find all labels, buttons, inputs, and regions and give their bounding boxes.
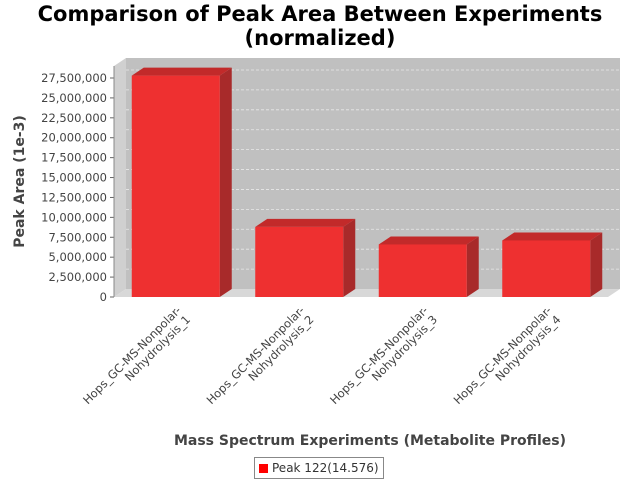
y-axis-title: Peak Area (1e-3) bbox=[12, 115, 28, 248]
x-category-label-line: Hops_GC-MS-Nonpolar- bbox=[327, 303, 431, 407]
y-tick-label: 0 bbox=[100, 290, 107, 304]
y-tick-label: 2,500,000 bbox=[48, 270, 107, 284]
chart-subtitle-line: (normalized) bbox=[244, 26, 396, 50]
legend-label: Peak 122(14.576) bbox=[272, 461, 379, 475]
bar-side bbox=[590, 232, 603, 297]
x-category-label: Hops_GC-MS-Nonpolar-Nohydrolysis_1 bbox=[80, 303, 193, 407]
y-tick-label: 7,500,000 bbox=[48, 230, 107, 244]
x-category-label: Hops_GC-MS-Nonpolar-Nohydrolysis_4 bbox=[451, 303, 564, 407]
bar bbox=[378, 244, 467, 297]
y-tick-label: 22,500,000 bbox=[41, 111, 107, 125]
y-tick-label: 10,000,000 bbox=[41, 210, 107, 224]
x-category-label-line: Hops_GC-MS-Nonpolar- bbox=[204, 303, 308, 407]
y-tick-label: 15,000,000 bbox=[41, 171, 107, 185]
plot-floor bbox=[114, 289, 620, 297]
plot-back-wall bbox=[126, 58, 620, 289]
y-tick-label: 17,500,000 bbox=[41, 151, 107, 165]
y-tick-label: 25,000,000 bbox=[41, 91, 107, 105]
y-tick-label: 20,000,000 bbox=[41, 131, 107, 145]
bar-top bbox=[131, 67, 232, 76]
x-category-label-line: Hops_GC-MS-Nonpolar- bbox=[80, 303, 184, 407]
bar-side bbox=[219, 67, 232, 298]
chart-title-line: Comparison of Peak Area Between Experime… bbox=[37, 2, 603, 26]
x-category-label: Hops_GC-MS-Nonpolar-Nohydrolysis_2 bbox=[204, 303, 317, 407]
y-tick-label: 27,500,000 bbox=[41, 71, 107, 85]
legend-swatch bbox=[259, 463, 268, 473]
bar-top bbox=[378, 236, 479, 245]
x-category-label: Hops_GC-MS-Nonpolar-Nohydrolysis_3 bbox=[327, 303, 440, 407]
bar-side bbox=[343, 218, 356, 297]
x-category-label-line: Hops_GC-MS-Nonpolar- bbox=[451, 303, 555, 407]
y-tick-label: 12,500,000 bbox=[41, 190, 107, 204]
bar bbox=[255, 226, 344, 297]
bar bbox=[502, 240, 591, 297]
bar-top bbox=[255, 218, 356, 227]
x-axis-title: Mass Spectrum Experiments (Metabolite Pr… bbox=[174, 433, 566, 449]
bar bbox=[131, 75, 220, 298]
y-tick-label: 5,000,000 bbox=[48, 250, 107, 264]
chart-title: Comparison of Peak Area Between Experime… bbox=[0, 2, 640, 50]
bar-top bbox=[502, 232, 603, 241]
bar-side bbox=[466, 236, 479, 297]
legend: Peak 122(14.576) bbox=[254, 457, 384, 479]
plot-left-wall bbox=[114, 58, 126, 297]
